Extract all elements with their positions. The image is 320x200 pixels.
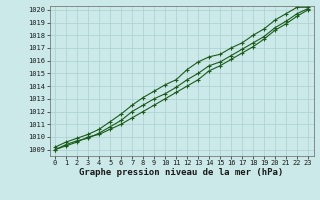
X-axis label: Graphe pression niveau de la mer (hPa): Graphe pression niveau de la mer (hPa): [79, 168, 284, 177]
